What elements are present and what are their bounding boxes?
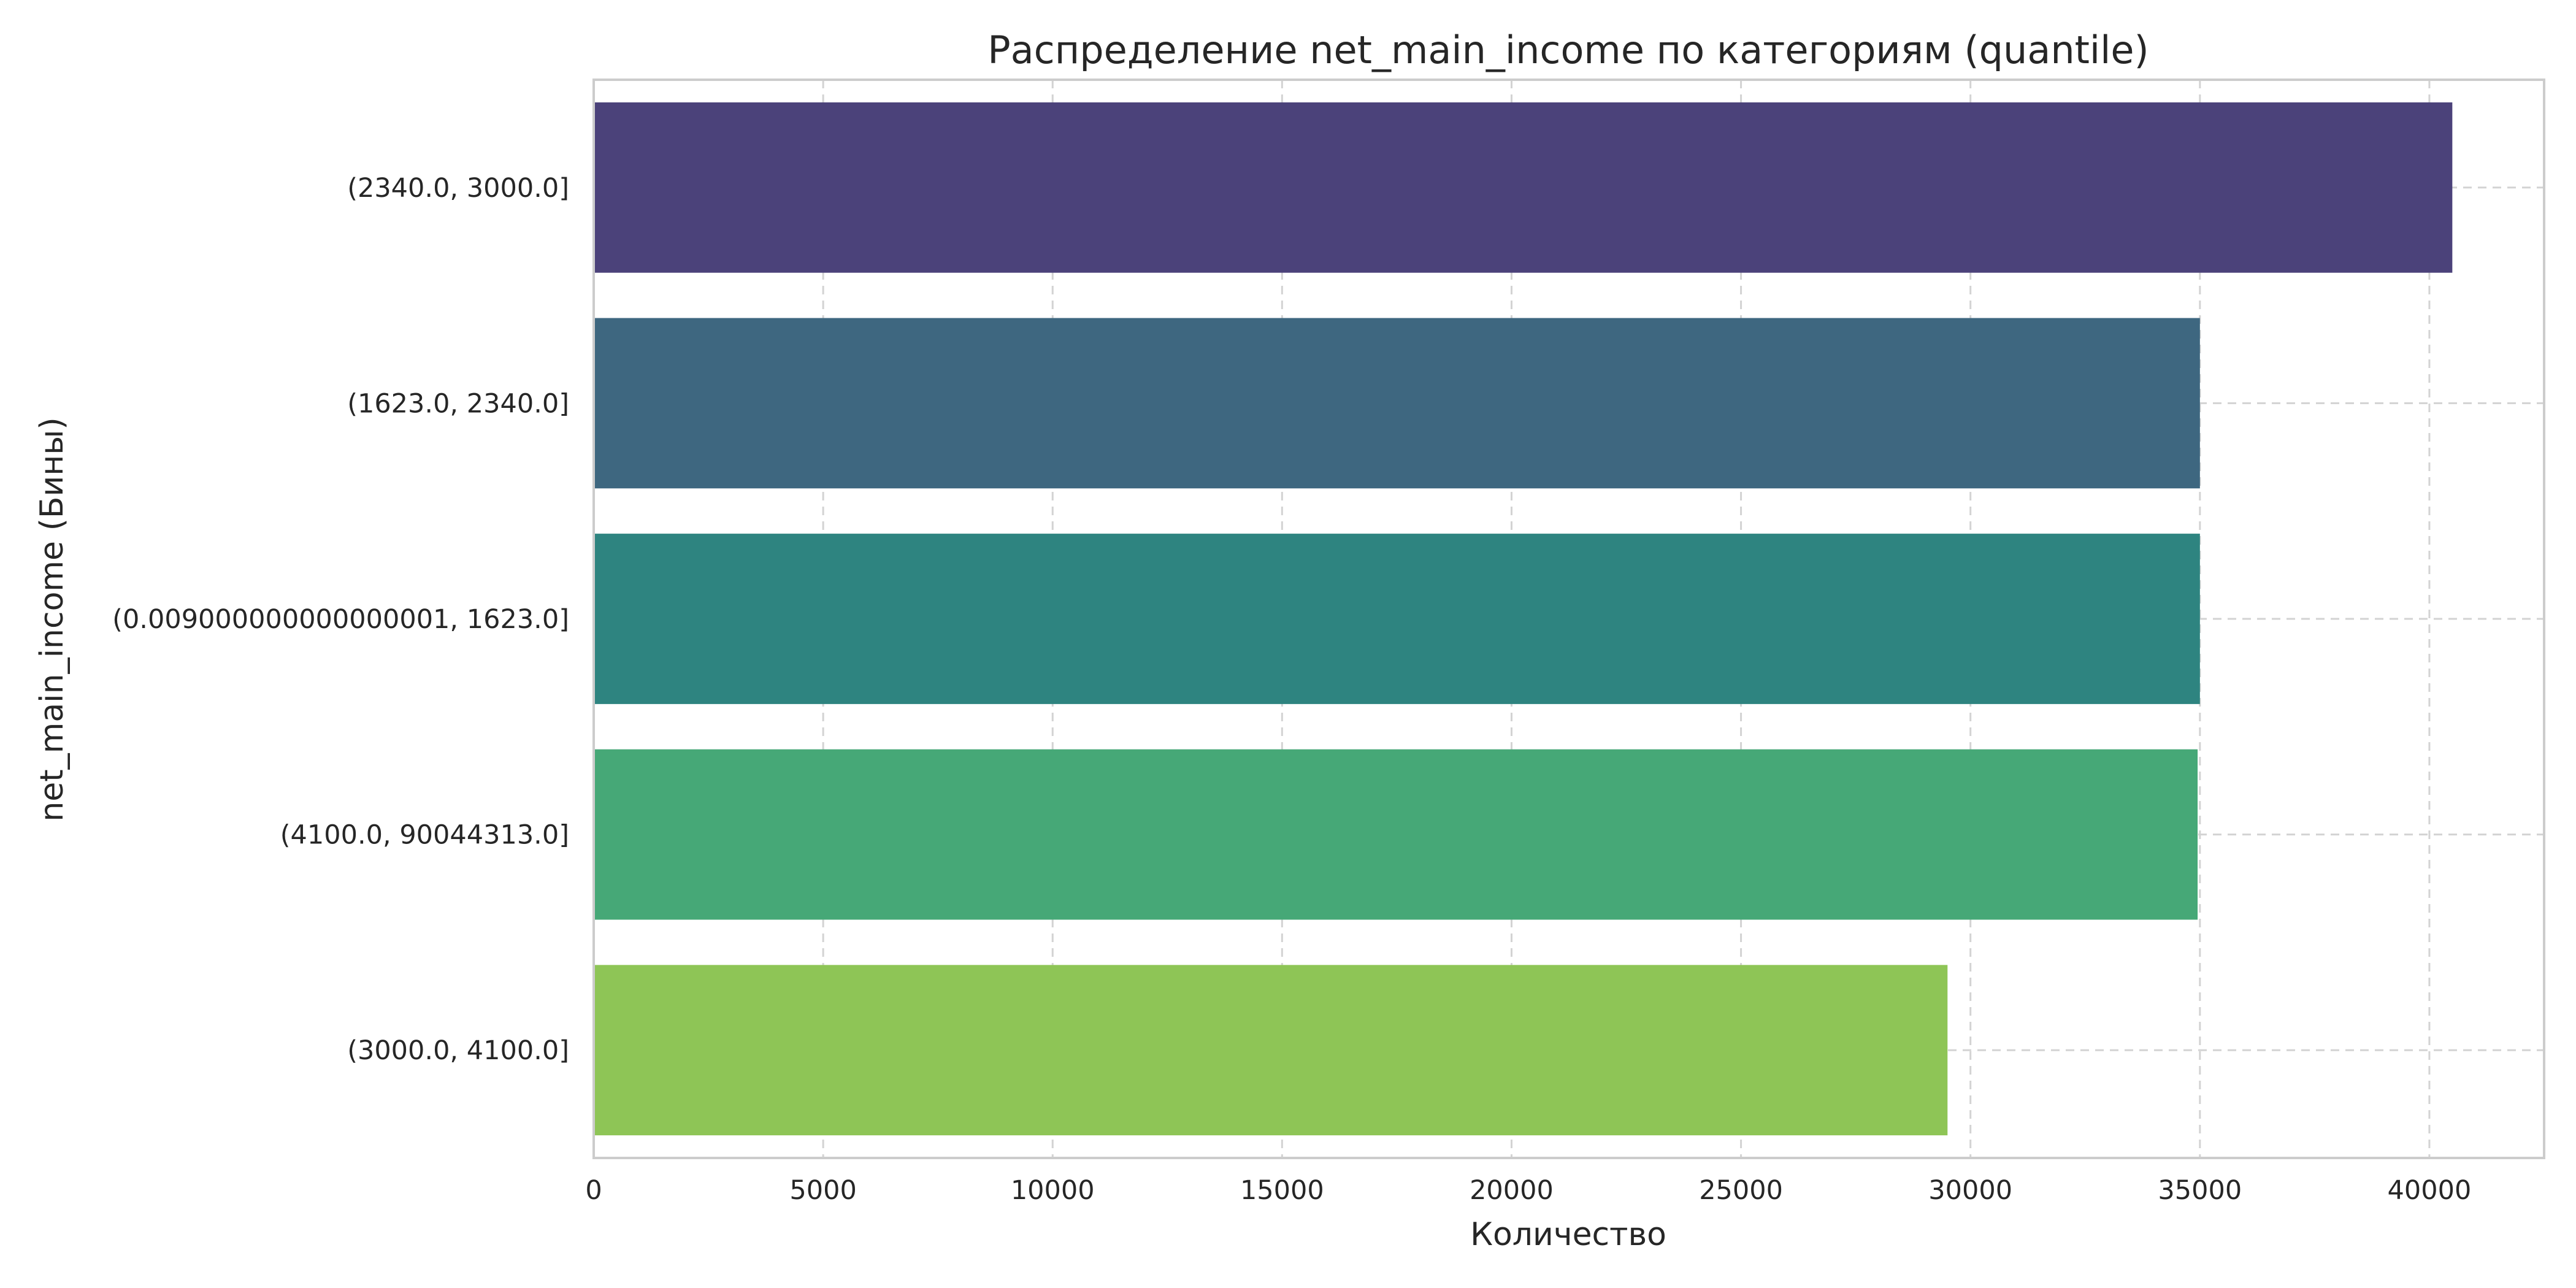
x-tick-label: 10000 xyxy=(1011,1175,1095,1206)
chart-title: Распределение net_main_income по категор… xyxy=(987,28,2149,72)
x-tick-label: 25000 xyxy=(1699,1175,1783,1206)
x-tick-label: 20000 xyxy=(1470,1175,1554,1206)
x-tick-label: 0 xyxy=(585,1175,602,1206)
x-tick-label: 40000 xyxy=(2388,1175,2472,1206)
x-tick-label: 30000 xyxy=(1928,1175,2012,1206)
plot-frame xyxy=(592,79,2545,1159)
y-tick-label: (4100.0, 90044313.0] xyxy=(280,820,569,851)
x-tick-label: 5000 xyxy=(789,1175,856,1206)
bar xyxy=(594,749,2198,920)
bar xyxy=(594,318,2200,489)
y-tick-label: (2340.0, 3000.0] xyxy=(347,173,569,204)
bar xyxy=(594,102,2453,273)
x-tick-label: 35000 xyxy=(2158,1175,2242,1206)
y-tick-label: (3000.0, 4100.0] xyxy=(347,1035,569,1066)
y-tick-labels: (2340.0, 3000.0] (1623.0, 2340.0] (0.00900… xyxy=(112,173,569,1066)
y-axis-label: net_main_income (Бины) xyxy=(34,417,71,821)
bar xyxy=(594,965,1948,1136)
y-tick-label: (0.009000000000000001, 1623.0] xyxy=(112,604,569,635)
x-tick-labels: 0 5000 10000 15000 20000 25000 30000 35000 40000 xyxy=(585,1175,2471,1206)
bar xyxy=(594,534,2200,704)
bars xyxy=(594,102,2453,1136)
x-tick-label: 15000 xyxy=(1240,1175,1324,1206)
y-tick-label: (1623.0, 2340.0] xyxy=(347,388,569,419)
x-axis-label: Количество xyxy=(1470,1216,1666,1253)
